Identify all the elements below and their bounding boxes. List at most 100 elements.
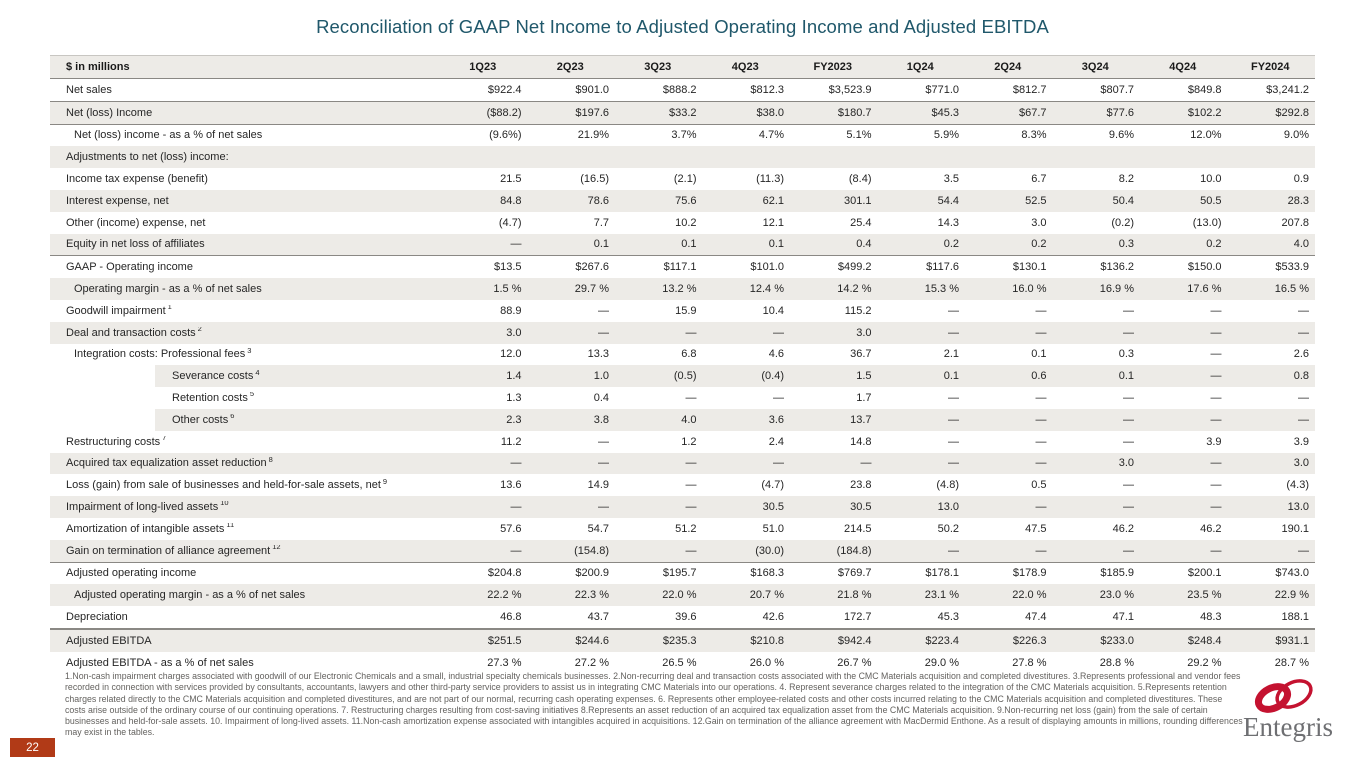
row-label: Adjusted EBITDA - as a % of net sales (50, 657, 440, 669)
cell-value: 14.3 (937, 216, 959, 229)
cell-value: 62.1 (762, 194, 784, 207)
cell-value: 22.0 % (662, 589, 697, 602)
cell-value: — (1035, 501, 1047, 514)
page-title: Reconciliation of GAAP Net Income to Adj… (316, 16, 1049, 37)
column-header: 2Q23 (556, 61, 584, 73)
row-label: Retention costs 5 (50, 392, 440, 404)
cell-value: $533.9 (1275, 261, 1309, 274)
cell-value: (0.5) (673, 370, 697, 383)
cell-value: — (685, 326, 697, 339)
row-label-text: Adjusted operating margin - as a % of ne… (74, 589, 306, 602)
footnote-ref: 4 (255, 370, 260, 377)
row-label: Adjustments to net (loss) income: (50, 151, 440, 163)
cell-value: 2.4 (768, 435, 784, 448)
cell-value: (8.4) (848, 173, 872, 186)
cell-value: 6.8 (681, 348, 697, 361)
cell-value: (184.8) (836, 544, 872, 557)
table-row: Depreciation 46.8 43.7 39.6 42.6 172.7 45.3 47.… (50, 606, 1315, 630)
cell-value: — (1123, 435, 1134, 448)
cell-value: 3.0 (1293, 457, 1309, 470)
cell-value: $901.0 (575, 83, 609, 96)
row-label: GAAP - Operating income (50, 261, 440, 273)
cell-value: $807.7 (1100, 83, 1134, 96)
cell-value: 47.4 (1025, 611, 1047, 624)
cell-value: 8.3% (1021, 129, 1047, 142)
cell-value: (9.6%) (489, 129, 522, 142)
cell-value: $204.8 (487, 567, 522, 580)
logo-wordmark: Entegris (1243, 712, 1333, 742)
cell-value: 43.7 (587, 611, 609, 624)
row-label: Integration costs: Professional fees 3 (50, 348, 440, 360)
cell-value: $3,523.9 (828, 83, 872, 96)
logo-rings-icon: Entegris (1243, 679, 1333, 742)
cell-value: $812.3 (750, 83, 784, 96)
cell-value: 75.6 (675, 194, 697, 207)
cell-value: $3,241.2 (1266, 83, 1309, 96)
cell-value: — (1123, 326, 1134, 339)
cell-value: $226.3 (1012, 634, 1047, 647)
cell-value: 28.8 % (1099, 656, 1134, 669)
footnote-ref: 11 (226, 522, 235, 530)
footnote-ref: 8 (268, 457, 273, 464)
cell-value: 30.5 (850, 501, 872, 514)
cell-value: — (598, 457, 609, 470)
table-row: Net sales $922.4 $901.0 $888.2 $812.3 $3,523.… (50, 79, 1315, 102)
cell-value: (4.7) (761, 479, 784, 492)
row-label: Equity in net loss of affiliates (50, 238, 440, 250)
page-number-badge: 22 (10, 738, 55, 757)
cell-value: 188.1 (1281, 611, 1309, 624)
cell-value: $771.0 (925, 83, 959, 96)
table-row: Retention costs 5 1.3 0.4 — — 1.7 — — — — — (50, 387, 1315, 409)
row-label: Income tax expense (benefit) (50, 173, 440, 185)
cell-value: — (948, 457, 959, 470)
footnote-ref: 2 (197, 326, 202, 333)
cell-value: 0.4 (593, 392, 609, 405)
cell-value: — (1210, 304, 1222, 317)
cell-value: — (1298, 392, 1309, 405)
footnote-ref: 6 (230, 413, 235, 421)
row-label: Loss (gain) from sale of businesses and … (50, 479, 440, 491)
cell-value: $769.7 (837, 567, 872, 580)
table-row: Impairment of long-lived assets 10 — — — 30.5… (50, 496, 1315, 518)
cell-value: — (1123, 479, 1134, 492)
cell-value: 16.0 % (1012, 283, 1047, 296)
cell-value: 3.9 (1206, 435, 1222, 448)
footnote-ref: 9 (382, 479, 388, 486)
row-label-text: Retention costs (172, 392, 248, 405)
cell-value: — (1210, 544, 1222, 557)
row-label: Gain on termination of alliance agreemen… (50, 545, 440, 557)
row-label: Severance costs 4 (50, 370, 440, 382)
footnote-ref: 5 (249, 392, 254, 399)
cell-value: — (1210, 370, 1222, 383)
table-row: Acquired tax equalization asset reductio… (50, 452, 1315, 475)
cell-value: 46.2 (1112, 522, 1134, 535)
cell-value: $101.0 (750, 261, 784, 274)
cell-value: ($88.2) (486, 106, 522, 119)
cell-value: — (685, 479, 697, 492)
cell-value: (16.5) (580, 173, 609, 186)
row-label-text: Restructuring costs (66, 435, 161, 448)
cell-value: 78.6 (587, 194, 609, 207)
cell-value: 0.6 (1031, 370, 1047, 383)
cell-value: $13.5 (493, 261, 522, 274)
row-label: Net (loss) Income (50, 107, 440, 119)
cell-value: 16.9 % (1099, 283, 1134, 296)
row-label-text: Net (loss) Income (66, 106, 153, 119)
cell-value: 26.0 % (749, 656, 784, 669)
cell-value: — (685, 544, 697, 557)
row-label-text: Impairment of long-lived assets (66, 501, 219, 514)
cell-value: $244.6 (575, 634, 609, 647)
cell-value: 0.8 (1293, 370, 1309, 383)
cell-value: 3.7% (671, 129, 697, 142)
cell-value: $812.7 (1012, 83, 1047, 96)
cell-value: $223.4 (925, 634, 959, 647)
cell-value: $150.0 (1187, 261, 1222, 274)
cell-value: 50.5 (1200, 194, 1222, 207)
table-row: Income tax expense (benefit) 21.5 (16.5) (2… (50, 168, 1315, 190)
cell-value: 29.0 % (924, 656, 959, 669)
table-row: Gain on termination of alliance agreemen… (50, 539, 1315, 563)
cell-value: 14.9 (587, 479, 609, 492)
cell-value: — (1035, 435, 1047, 448)
table-row: Adjusted operating income $204.8 $200.9 $19… (50, 563, 1315, 585)
cell-value: $195.7 (662, 567, 697, 580)
